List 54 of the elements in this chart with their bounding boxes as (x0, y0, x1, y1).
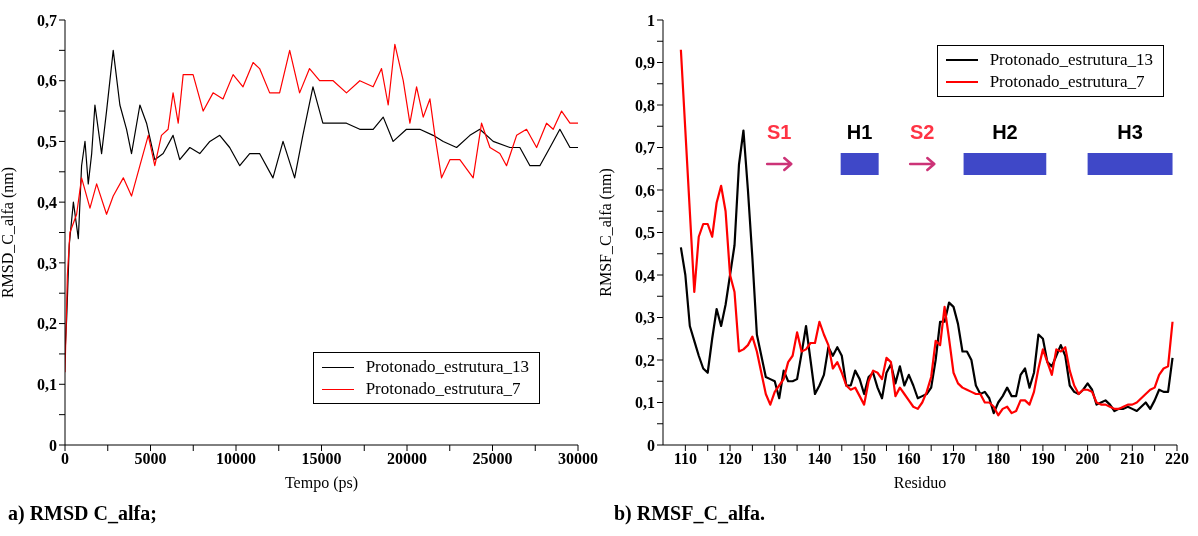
y-tick-label: 0,7 (635, 139, 655, 157)
x-tick-label: 110 (673, 450, 697, 468)
legend-label: Protonado_estrutura_13 (365, 356, 529, 378)
x-tick-label: 15000 (301, 450, 342, 468)
text: b) RMSF_C_alfa. (614, 502, 766, 525)
y-tick-label: 0 (647, 436, 655, 454)
y-tick-label: 0,5 (635, 224, 655, 242)
y-tick-label: 0,6 (37, 72, 57, 90)
x-tick-label: 130 (762, 450, 787, 468)
y-tick-label: 0,2 (37, 315, 57, 333)
y-tick-label: 0,3 (37, 254, 57, 272)
annotation: S1 (766, 121, 792, 143)
y-tick-label: 1 (647, 11, 655, 29)
annotation: H2 (992, 121, 1018, 143)
y-tick-label: 0,9 (635, 54, 655, 72)
legend-label: Protonado_estrutura_7 (365, 378, 521, 400)
y-tick-label: 0,8 (635, 96, 655, 114)
annotation: S2 (910, 121, 935, 143)
text: a) RMSD C_alfa; (8, 502, 157, 525)
y-axis-title: RMSD_C_alfa (nm) (0, 166, 17, 299)
x-tick-label: 190 (1030, 450, 1055, 468)
y-tick-label: 0,4 (37, 193, 57, 211)
x-tick-label: 0 (61, 450, 69, 468)
x-tick-label: 10000 (216, 450, 256, 468)
x-tick-label: 180 (986, 450, 1011, 468)
y-tick-label: 0,1 (635, 394, 655, 412)
y-axis-title: RMSF_C_alfa (nm) (596, 168, 615, 297)
x-tick-label: 25000 (472, 450, 513, 468)
x-axis-title: Tempo (ps) (284, 474, 359, 492)
x-tick-label: 160 (896, 450, 921, 468)
line-series (679, 48, 1174, 417)
y-tick-label: 0,2 (635, 351, 655, 369)
y-tick-label: 0,5 (37, 133, 57, 151)
x-tick-label: 120 (718, 450, 743, 468)
x-tick-label: 140 (807, 450, 832, 468)
y-tick-label: 0,1 (37, 375, 57, 393)
x-tick-label: 220 (1165, 450, 1189, 468)
x-tick-label: 210 (1120, 450, 1145, 468)
x-tick-label: 5000 (134, 450, 167, 468)
x-tick-label: 30000 (558, 450, 598, 468)
x-tick-label: 150 (852, 450, 877, 468)
x-tick-label: 20000 (387, 450, 427, 468)
x-tick-label: 170 (941, 450, 966, 468)
x-axis-title: Residuo (893, 474, 947, 491)
annotation: H1 (846, 121, 873, 143)
x-tick-label: 200 (1075, 450, 1100, 468)
y-tick-label: 0 (49, 436, 57, 454)
y-tick-label: 0,4 (635, 266, 655, 284)
annotation: H3 (1117, 121, 1143, 143)
legend-label: Protonado_estrutura_7 (989, 71, 1145, 93)
y-tick-label: 0,7 (37, 11, 57, 29)
y-tick-label: 0,6 (635, 181, 655, 199)
legend-label: Protonado_estrutura_13 (989, 49, 1153, 71)
y-tick-label: 0,3 (635, 309, 655, 327)
